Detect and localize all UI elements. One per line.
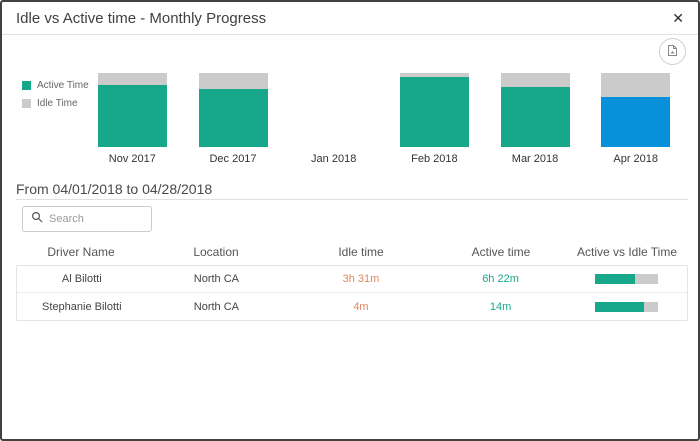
- month-label: Dec 2017: [209, 153, 257, 165]
- column-header-active-vs-idle: Active vs Idle Time: [576, 245, 678, 259]
- stacked-bar-nov-2017[interactable]: [97, 73, 167, 147]
- chart-slot-nov-2017: Nov 2017: [82, 73, 183, 165]
- stacked-bar-feb-2018[interactable]: [399, 73, 469, 147]
- chart-slot-dec-2017: Dec 2017: [183, 73, 284, 165]
- chart-slot-feb-2018: Feb 2018: [384, 73, 485, 165]
- chart-slot-jan-2018: Jan 2018: [283, 73, 384, 165]
- active-time-swatch-icon: [22, 81, 31, 90]
- column-header-active-time: Active time: [471, 245, 531, 259]
- legend-label: Idle Time: [37, 98, 78, 109]
- chart-slot-mar-2018: Mar 2018: [485, 73, 586, 165]
- active-segment[interactable]: [97, 84, 167, 147]
- active-segment[interactable]: [500, 87, 570, 147]
- close-button[interactable]: ✕: [672, 2, 684, 35]
- idle-segment[interactable]: [500, 73, 570, 88]
- export-image-button[interactable]: [659, 38, 686, 65]
- legend-label: Active Time: [37, 80, 89, 91]
- modal-header: Idle vs Active time - Monthly Progress ✕: [2, 2, 698, 35]
- month-label: Nov 2017: [108, 153, 156, 165]
- legend-item-active-time[interactable]: Active Time: [22, 80, 89, 91]
- chart-legend: Active Time Idle Time: [22, 80, 89, 116]
- month-label: Mar 2018: [511, 153, 559, 165]
- active-vs-idle-progress-bar: [594, 301, 658, 312]
- column-header-idle-time: Idle time: [338, 245, 384, 259]
- progress-fill: [594, 301, 644, 312]
- active-segment[interactable]: [399, 76, 469, 147]
- divider: [16, 199, 688, 200]
- drivers-table: Al Bilotti North CA 3h 31m 6h 22m Stephanie …: [16, 265, 688, 321]
- idle-segment[interactable]: [601, 73, 671, 97]
- search-icon: [31, 210, 49, 228]
- active-vs-idle-cell: [565, 301, 687, 312]
- period-heading: From 04/01/2018 to 04/28/2018: [16, 181, 213, 197]
- stacked-bar-mar-2018[interactable]: [500, 73, 570, 147]
- idle-time-cell: 3h 31m: [342, 273, 380, 285]
- column-header-location: Location: [193, 245, 239, 259]
- active-segment-selected[interactable]: [601, 96, 671, 147]
- column-header-driver-name: Driver Name: [47, 245, 115, 259]
- location-cell: North CA: [193, 273, 240, 285]
- idle-time-cell: 4m: [353, 300, 369, 313]
- stacked-bar-jan-2018: [299, 73, 368, 147]
- monthly-stacked-bar-chart: Nov 2017 Dec 2017 Jan 2018 Feb 2018 Mar 2018…: [82, 73, 686, 165]
- search-input[interactable]: [49, 213, 143, 225]
- progress-fill: [594, 274, 635, 284]
- search-box: [22, 206, 152, 232]
- table-row-stephanie-bilotti[interactable]: Stephanie Bilotti North CA 4m 14m: [17, 293, 687, 320]
- location-cell: North CA: [193, 300, 240, 313]
- chart-slot-apr-2018: Apr 2018: [585, 73, 686, 165]
- stacked-bar-apr-2018[interactable]: [601, 73, 671, 147]
- driver-name-cell: Stephanie Bilotti: [42, 300, 122, 313]
- active-time-cell: 6h 22m: [482, 273, 519, 285]
- stacked-bar-dec-2017[interactable]: [198, 73, 268, 147]
- active-vs-idle-progress-bar: [594, 274, 658, 284]
- month-label: Apr 2018: [613, 153, 659, 165]
- close-icon: ✕: [672, 10, 684, 26]
- legend-item-idle-time[interactable]: Idle Time: [22, 98, 89, 109]
- month-label: Feb 2018: [411, 153, 458, 165]
- idle-segment[interactable]: [399, 73, 469, 77]
- idle-time-swatch-icon: [22, 99, 31, 108]
- active-time-cell: 14m: [489, 300, 512, 313]
- active-segment[interactable]: [198, 89, 268, 147]
- month-label: Jan 2018: [311, 153, 357, 165]
- table-header-row: Driver Name Location Idle time Active ti…: [16, 245, 688, 259]
- active-vs-idle-cell: [565, 274, 687, 284]
- page-title: Idle vs Active time - Monthly Progress: [16, 9, 267, 27]
- driver-name-cell: Al Bilotti: [61, 273, 102, 285]
- idle-segment[interactable]: [97, 73, 167, 85]
- table-row-al-bilotti[interactable]: Al Bilotti North CA 3h 31m 6h 22m: [17, 266, 687, 293]
- idle-segment[interactable]: [198, 73, 268, 90]
- export-image-icon: [666, 44, 679, 60]
